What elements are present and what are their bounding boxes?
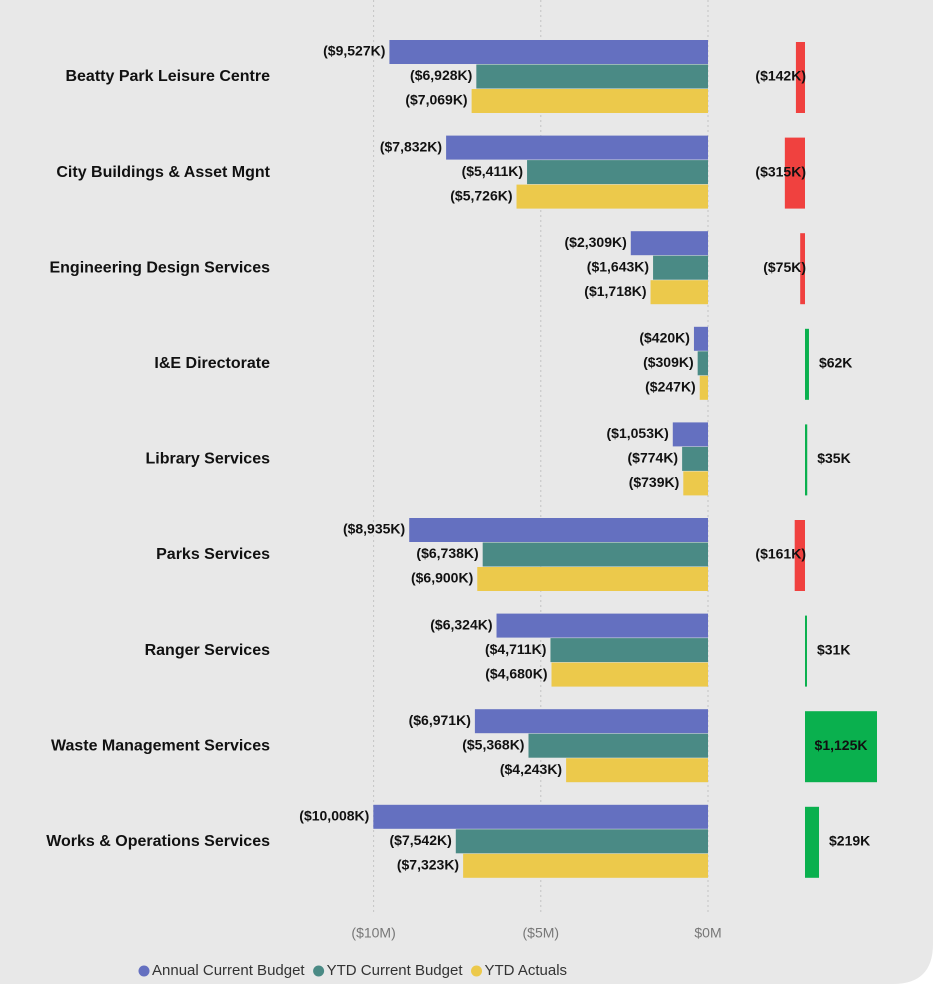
data-label: ($10,008K) — [299, 808, 369, 824]
bar — [551, 662, 708, 687]
bar — [630, 231, 708, 256]
variance-bar — [805, 615, 807, 687]
variance-label: $62K — [819, 355, 852, 371]
variance-bar — [805, 328, 809, 400]
data-label: ($7,069K) — [405, 92, 467, 108]
bar — [446, 135, 708, 160]
bar — [482, 542, 708, 567]
variance-bar — [800, 233, 805, 305]
data-label: ($247K) — [645, 379, 696, 395]
data-label: ($7,323K) — [397, 857, 459, 873]
data-label: ($4,243K) — [500, 761, 562, 777]
data-label: ($1,718K) — [584, 283, 646, 299]
variance-bar — [784, 137, 805, 209]
data-label: ($420K) — [639, 330, 690, 346]
bar — [693, 326, 708, 351]
variance-label: $31K — [817, 641, 850, 657]
data-label: ($6,738K) — [416, 545, 478, 561]
bar — [389, 40, 708, 64]
bar — [650, 280, 708, 305]
legend-marker — [471, 965, 483, 977]
variance-label: ($142K) — [755, 68, 806, 84]
x-tick-label: ($5M) — [523, 925, 560, 941]
bar — [409, 518, 708, 542]
data-label: ($7,832K) — [380, 138, 442, 154]
data-label: ($774K) — [628, 450, 679, 466]
bar — [528, 733, 708, 758]
variance-label: $219K — [829, 833, 870, 849]
bar — [373, 804, 708, 829]
variance-label: ($315K) — [755, 163, 806, 179]
bar — [683, 471, 708, 496]
bar — [516, 184, 708, 209]
category-label: I&E Directorate — [154, 355, 270, 372]
data-label: ($5,411K) — [462, 163, 523, 179]
data-label: ($739K) — [629, 474, 680, 490]
data-label: ($4,680K) — [485, 665, 547, 681]
category-label: Beatty Park Leisure Centre — [65, 68, 270, 85]
data-label: ($2,309K) — [565, 234, 627, 250]
variance-bar — [805, 806, 820, 878]
data-label: ($6,900K) — [411, 570, 473, 586]
x-tick-label: $0M — [694, 925, 721, 941]
bar — [566, 758, 708, 783]
variance-label: ($75K) — [763, 259, 806, 275]
bar — [463, 853, 708, 878]
data-label: ($1,643K) — [587, 258, 649, 274]
bar — [474, 709, 708, 734]
data-label: ($8,935K) — [343, 521, 405, 537]
x-tick-label: ($10M) — [351, 925, 395, 941]
variance-bar — [805, 711, 877, 783]
category-label: City Buildings & Asset Mgnt — [56, 164, 270, 181]
data-label: ($4,711K) — [485, 641, 546, 657]
legend-label: Annual Current Budget — [152, 962, 305, 979]
data-label: ($6,971K) — [409, 712, 471, 728]
data-label: ($9,527K) — [323, 43, 385, 59]
bar — [455, 829, 708, 854]
data-label: ($5,726K) — [450, 187, 512, 203]
bar — [550, 638, 708, 663]
bar — [476, 64, 708, 89]
category-label: Ranger Services — [145, 642, 271, 659]
bar — [477, 567, 708, 591]
data-label: ($7,542K) — [390, 832, 452, 848]
data-label: ($6,324K) — [430, 616, 492, 632]
legend-marker — [138, 965, 150, 977]
category-label: Waste Management Services — [51, 737, 270, 754]
variance-label: $35K — [817, 450, 850, 466]
bar — [653, 255, 708, 280]
variance-label: $1,125K — [815, 737, 868, 753]
variance-label: ($161K) — [755, 546, 806, 562]
bar — [672, 422, 708, 447]
category-label: Parks Services — [156, 546, 270, 563]
bar — [697, 351, 708, 376]
data-label: ($309K) — [643, 354, 694, 370]
bar — [699, 375, 708, 400]
category-label: Works & Operations Services — [46, 833, 270, 850]
legend-marker — [313, 965, 325, 977]
variance-bar — [805, 424, 808, 496]
bar — [527, 160, 708, 185]
legend-label: YTD Actuals — [485, 962, 568, 979]
data-label: ($5,368K) — [462, 736, 524, 752]
variance-bar — [794, 520, 805, 591]
variance-bar — [795, 42, 805, 113]
bar — [471, 89, 708, 113]
bar — [496, 613, 708, 638]
data-label: ($1,053K) — [607, 425, 669, 441]
data-label: ($6,928K) — [410, 67, 472, 83]
category-label: Library Services — [145, 451, 270, 468]
bar — [682, 446, 708, 471]
legend-label: YTD Current Budget — [327, 962, 464, 979]
category-label: Engineering Design Services — [49, 259, 270, 276]
